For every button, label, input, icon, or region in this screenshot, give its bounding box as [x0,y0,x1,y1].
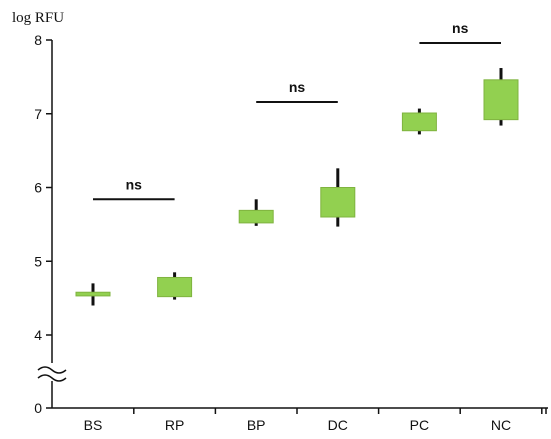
y-tick-label: 6 [34,180,42,196]
x-tick-label: NC [491,417,511,433]
y-tick-label: 7 [34,106,42,122]
box-nc [483,68,519,126]
x-tick-label: PC [410,417,429,433]
x-tick-label: BP [247,417,266,433]
box [401,112,437,132]
box [75,291,111,297]
box [320,187,356,218]
axis-break-mark-bottom [37,374,67,382]
y-tick-label: 4 [34,327,42,343]
box-rp [157,272,193,300]
box [157,276,193,298]
significance-bp-dc: ns [256,79,338,103]
significance-layer: ns ns ns [93,20,501,201]
y-tick-label: 5 [34,253,42,269]
box-bs [75,283,111,306]
significance-label: ns [452,20,469,36]
box-bp [238,199,274,226]
significance-pc-nc: ns [419,20,501,44]
axes: 0 4 5 6 7 8 BS RP BP DC PC NC [34,32,548,433]
box [238,209,274,224]
significance-label: ns [289,79,306,95]
axis-break-mark-top [37,366,67,374]
box-layer [75,68,519,306]
x-tick-label: BS [84,417,103,433]
y-axis-label: log RFU [12,10,64,26]
y-tick-label: 8 [34,32,42,48]
significance-label: ns [126,176,143,192]
x-tick-label: RP [165,417,184,433]
box-dc [320,168,356,227]
y-tick-label: 0 [34,400,42,416]
significance-bs-rp: ns [93,176,175,201]
x-tick-label: DC [328,417,348,433]
box-pc [401,108,437,135]
box [483,79,519,121]
